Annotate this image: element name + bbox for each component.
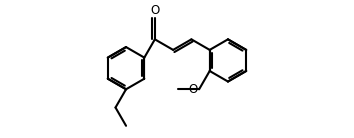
Text: O: O [188,83,198,96]
Text: O: O [150,4,160,17]
